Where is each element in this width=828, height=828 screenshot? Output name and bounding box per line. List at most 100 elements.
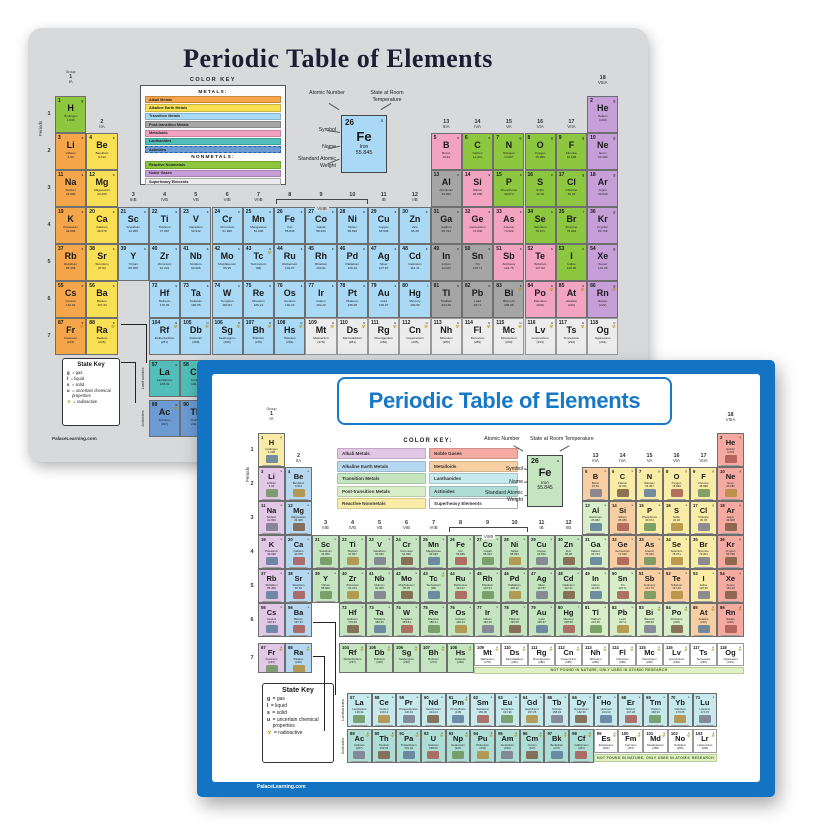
element-symbol: Pd bbox=[509, 574, 520, 583]
element-mass: 55.845 bbox=[456, 551, 465, 556]
element-illustration bbox=[526, 715, 539, 724]
element-symbol: Nb bbox=[374, 574, 385, 583]
element-name: Californium bbox=[574, 742, 589, 747]
state-letter: s bbox=[465, 695, 468, 699]
state-letter: s bbox=[307, 469, 310, 473]
element-illustration bbox=[481, 557, 494, 566]
group-series: VIB bbox=[223, 197, 231, 203]
state-letter: s bbox=[712, 695, 715, 699]
atomic-number: 40 bbox=[342, 571, 347, 576]
atomic-number: 32 bbox=[464, 209, 471, 215]
element-tile-Mg: 12 s Mg Magnesium 24.305 bbox=[86, 170, 118, 207]
atomic-number: 46 bbox=[504, 571, 509, 576]
state-letter: g bbox=[739, 537, 741, 541]
state-letter: s bbox=[523, 605, 526, 609]
radioactive-icon: ☢ bbox=[267, 324, 272, 329]
element-symbol: He bbox=[725, 438, 736, 447]
element-tile-Rb: 37 s Rb Rubidium 85.468 bbox=[258, 569, 285, 603]
element-mass: 195.08 bbox=[510, 619, 519, 624]
element-illustration bbox=[452, 715, 465, 724]
element-name: Cadmium bbox=[562, 582, 575, 587]
atomic-number: 102 bbox=[670, 731, 678, 736]
atomic-number: 78 bbox=[339, 283, 346, 289]
element-symbol: Rb bbox=[64, 251, 77, 261]
state-letter: s bbox=[638, 695, 641, 699]
element-name: Chromium bbox=[400, 548, 413, 553]
state-letter: g bbox=[280, 435, 282, 439]
element-symbol: Ac bbox=[158, 407, 171, 417]
period-number-4: 4 bbox=[250, 548, 254, 555]
element-mass: 4.003 bbox=[598, 118, 607, 123]
element-symbol: No bbox=[675, 734, 686, 743]
atomic-number: 54 bbox=[720, 571, 725, 576]
element-mass: 196.97 bbox=[378, 303, 389, 308]
element-symbol: Al bbox=[591, 506, 600, 515]
atomic-number: 100 bbox=[621, 731, 629, 736]
element-caption-bar bbox=[585, 600, 606, 602]
state-letter: s bbox=[604, 537, 607, 541]
element-tile-Ba: 56 s Ba Barium 137.33 bbox=[86, 281, 118, 318]
element-name: Meitnerium bbox=[480, 656, 495, 661]
element-illustration bbox=[589, 591, 602, 600]
element-name: Nickel bbox=[348, 224, 357, 229]
group-number: 18 bbox=[727, 412, 734, 418]
element-mass: 1.008 bbox=[268, 449, 275, 454]
element-symbol: Pt bbox=[510, 608, 519, 617]
element-tile-Ag: 47 s Ag Silver 107.87 bbox=[368, 244, 400, 281]
state-key-symbol: g bbox=[67, 370, 70, 375]
radioactive-icon: ☢ bbox=[306, 647, 310, 652]
atomic-number: 9 bbox=[558, 135, 562, 141]
element-symbol: La bbox=[159, 367, 170, 377]
element-illustration bbox=[292, 625, 305, 634]
state-letter: s bbox=[658, 605, 661, 609]
group-number: 16 bbox=[673, 453, 680, 459]
element-symbol: Ca bbox=[293, 540, 304, 549]
element-mass: 9.012 bbox=[295, 483, 302, 488]
element-symbol: Zr bbox=[348, 574, 357, 583]
state-letter: s bbox=[334, 537, 337, 541]
atomic-number: 68 bbox=[621, 695, 627, 700]
state-letter: s bbox=[81, 172, 84, 177]
state-letter: g bbox=[613, 209, 616, 214]
group-label-2: 2 IIA bbox=[83, 119, 120, 130]
element-tile-Y: 39 s Y Yttrium 88.906 bbox=[312, 569, 339, 603]
element-name: Samarium bbox=[476, 706, 490, 711]
element-name: Hassium bbox=[283, 335, 296, 340]
color-key-swatch-reactive-nonmetals: Reactive Nonmetals bbox=[145, 161, 281, 169]
element-tile-Ds: 110 u ☢ Ds Darmstadtium (281) bbox=[336, 318, 368, 355]
state-letter: s bbox=[442, 537, 445, 541]
element-tile-Sn: 50 s Sn Tin 118.71 bbox=[609, 569, 636, 603]
atomic-number: 111 bbox=[371, 320, 379, 326]
element-mass: 121.76 bbox=[504, 266, 514, 271]
state-letter: l bbox=[583, 209, 585, 214]
element-name: Cadmium bbox=[408, 261, 422, 266]
element-tile-S: 16 s S Sulfur 32.06 bbox=[663, 501, 690, 535]
state-letter: g bbox=[685, 469, 687, 473]
element-name: Fluorine bbox=[698, 480, 709, 485]
color-key-swatch-transition-metals: Transition Metals bbox=[337, 473, 426, 484]
element-tile-Na: 11 s Na Sodium 22.990 bbox=[55, 170, 87, 207]
element-symbol: Ga bbox=[440, 214, 453, 224]
group-number: 15 bbox=[505, 119, 512, 125]
atomic-number: 8 bbox=[527, 135, 531, 141]
element-tile-Lv: 116 u ☢ Lv Livermorium (293) bbox=[663, 643, 690, 666]
element-symbol: Bh bbox=[428, 648, 439, 657]
element-mass: 132.91 bbox=[65, 303, 76, 308]
group-number: 18 bbox=[599, 75, 606, 81]
element-symbol: Na bbox=[266, 506, 277, 515]
group-word: Group bbox=[266, 407, 277, 411]
atomic-number: 109 bbox=[308, 320, 317, 326]
group-number: 17 bbox=[568, 119, 575, 125]
radioactive-icon: ☢ bbox=[392, 324, 397, 329]
example-element-tile: 26 s Fe Iron 55.845 bbox=[341, 115, 387, 173]
element-name: Potassium bbox=[63, 224, 78, 229]
radioactive-icon: ☢ bbox=[361, 324, 366, 329]
element-tile-Bh: 107 u ☢ Bh Bohrium (270) bbox=[242, 318, 275, 355]
element-symbol: Kr bbox=[597, 214, 608, 224]
element-illustration bbox=[562, 625, 575, 634]
element-symbol: Ce bbox=[379, 698, 389, 707]
state-key-item: ☢ = radioactive bbox=[67, 399, 115, 404]
state-letter: g bbox=[739, 571, 741, 575]
element-name: Moscovium bbox=[642, 656, 657, 661]
element-name: Bismuth bbox=[644, 616, 655, 621]
